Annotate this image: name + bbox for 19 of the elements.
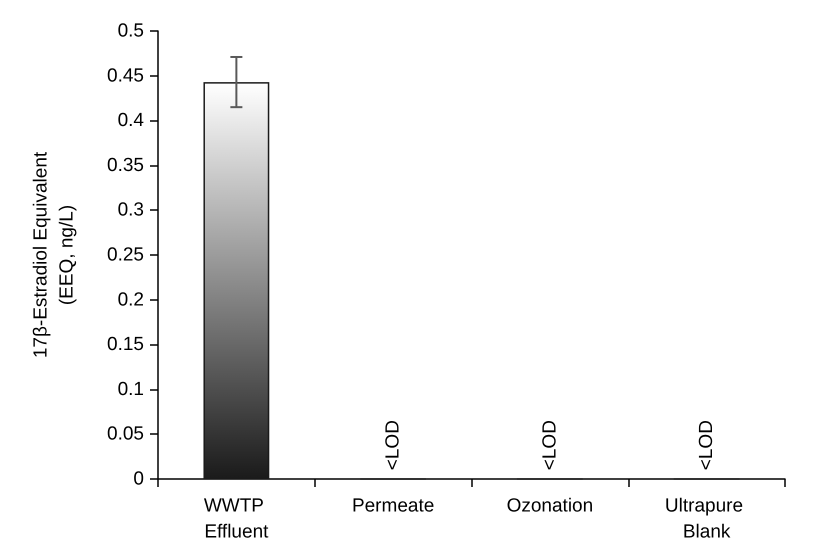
y-tick-label: 0.35: [107, 154, 144, 176]
y-tick-label: 0.45: [107, 65, 144, 86]
y-tick-label: 0.25: [107, 244, 144, 266]
x-tick-label: Ultrapure Blank: [664, 496, 748, 542]
y-tick-label: 0.4: [118, 110, 144, 132]
y-tick-label: 0.15: [107, 334, 144, 356]
y-tick-label: 0: [133, 468, 144, 490]
y-tick-label: 0.2: [118, 289, 144, 310]
y-tick-label: 0.1: [118, 378, 144, 400]
y-tick-label: 0.5: [118, 20, 144, 42]
x-tick-label: WWTP Effluent: [204, 496, 270, 542]
data-label: <LOD: [696, 420, 718, 470]
y-tick-label: 0.3: [118, 200, 144, 221]
y-axis-title: 17β-Estradiol Equivalent (EEQ, ng/L): [30, 151, 78, 358]
x-tick-label: Ozonation: [506, 496, 594, 516]
y-tick-label: 0.05: [107, 424, 144, 445]
data-label: <LOD: [539, 420, 560, 470]
data-label: <LOD: [382, 420, 404, 470]
x-tick-label: Permeate: [352, 496, 434, 516]
